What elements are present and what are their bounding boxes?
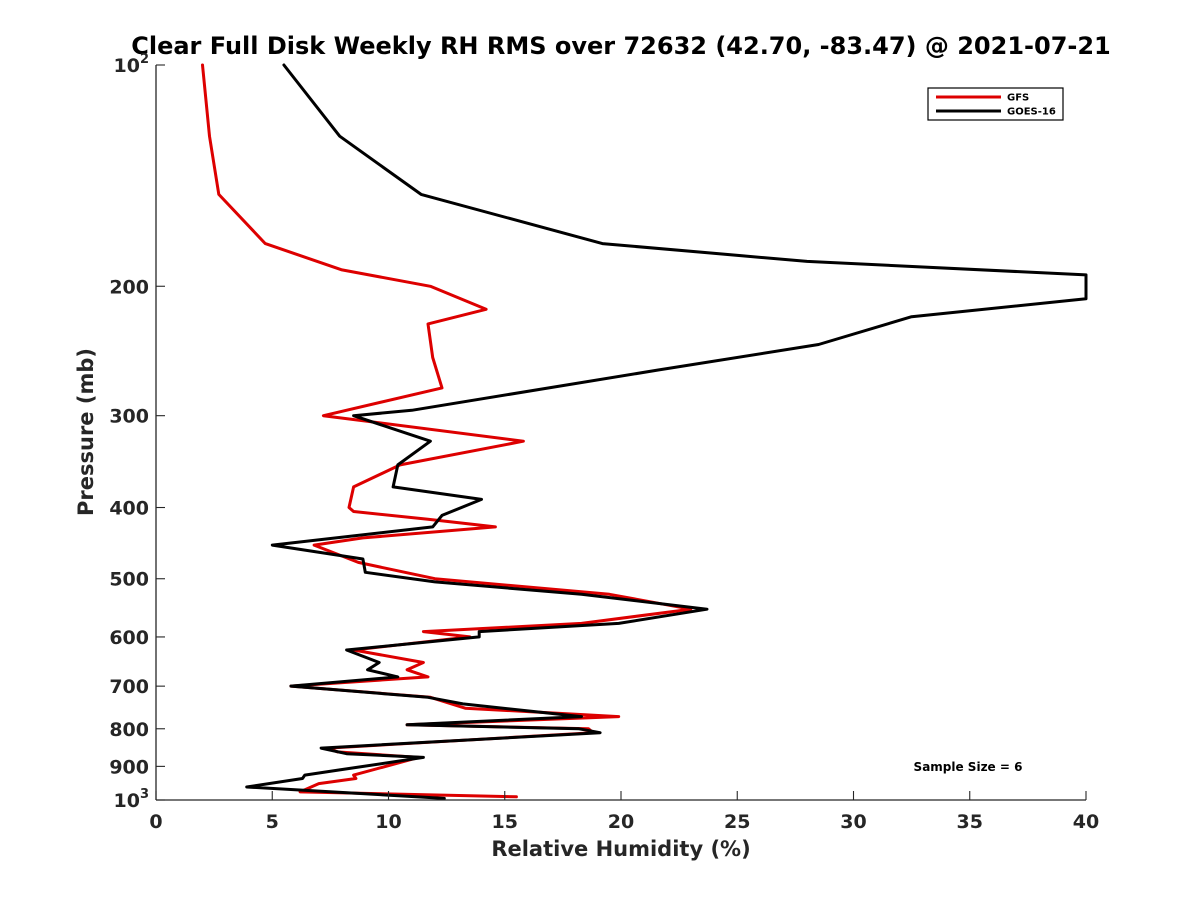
- x-tick-label: 15: [492, 811, 518, 833]
- legend-box: [927, 87, 1064, 121]
- y-ticks: 102 200 300 400 500 600 700 800 900 103: [109, 52, 165, 812]
- y-tick-label: 300: [109, 406, 149, 428]
- series-line-goes-16: [245, 63, 1088, 800]
- y-tick-label: 800: [109, 719, 149, 741]
- series-layer: [201, 63, 1088, 800]
- y-tick-label: 700: [109, 676, 149, 698]
- y-tick-label: 200: [109, 276, 149, 298]
- x-axis-title: Relative Humidity (%): [491, 837, 750, 861]
- plot-background: [156, 65, 1086, 800]
- y-tick-label: 400: [109, 498, 149, 520]
- x-tick-label: 20: [608, 811, 634, 833]
- y-tick-label: 103: [114, 787, 150, 812]
- y-tick-label: 102: [114, 52, 150, 77]
- x-tick-label: 0: [149, 811, 162, 833]
- x-tick-label: 5: [266, 811, 279, 833]
- x-tick-label: 30: [840, 811, 866, 833]
- x-tick-label: 35: [957, 811, 983, 833]
- x-tick-label: 10: [375, 811, 401, 833]
- x-tick-label: 40: [1073, 811, 1099, 833]
- y-tick-label: 500: [109, 569, 149, 591]
- y-tick-label: 600: [109, 627, 149, 649]
- x-tick-label: 25: [724, 811, 750, 833]
- y-tick-label: 900: [109, 756, 149, 778]
- sample-size-annotation: Sample Size = 6: [914, 760, 1023, 774]
- legend-label-goes-16: GOES-16: [1007, 107, 1056, 118]
- legend-label-gfs: GFS: [1007, 93, 1029, 104]
- legend: GFS GOES-16: [927, 87, 1064, 121]
- chart-title: Clear Full Disk Weekly RH RMS over 72632…: [131, 32, 1111, 60]
- plot-area: 0 5 10 15 20 25 30 35 40 102 200 300 400 500 600 700 80…: [109, 52, 1099, 833]
- y-axis-title: Pressure (mb): [74, 348, 98, 516]
- x-ticks: 0 5 10 15 20 25 30 35 40: [149, 791, 1099, 833]
